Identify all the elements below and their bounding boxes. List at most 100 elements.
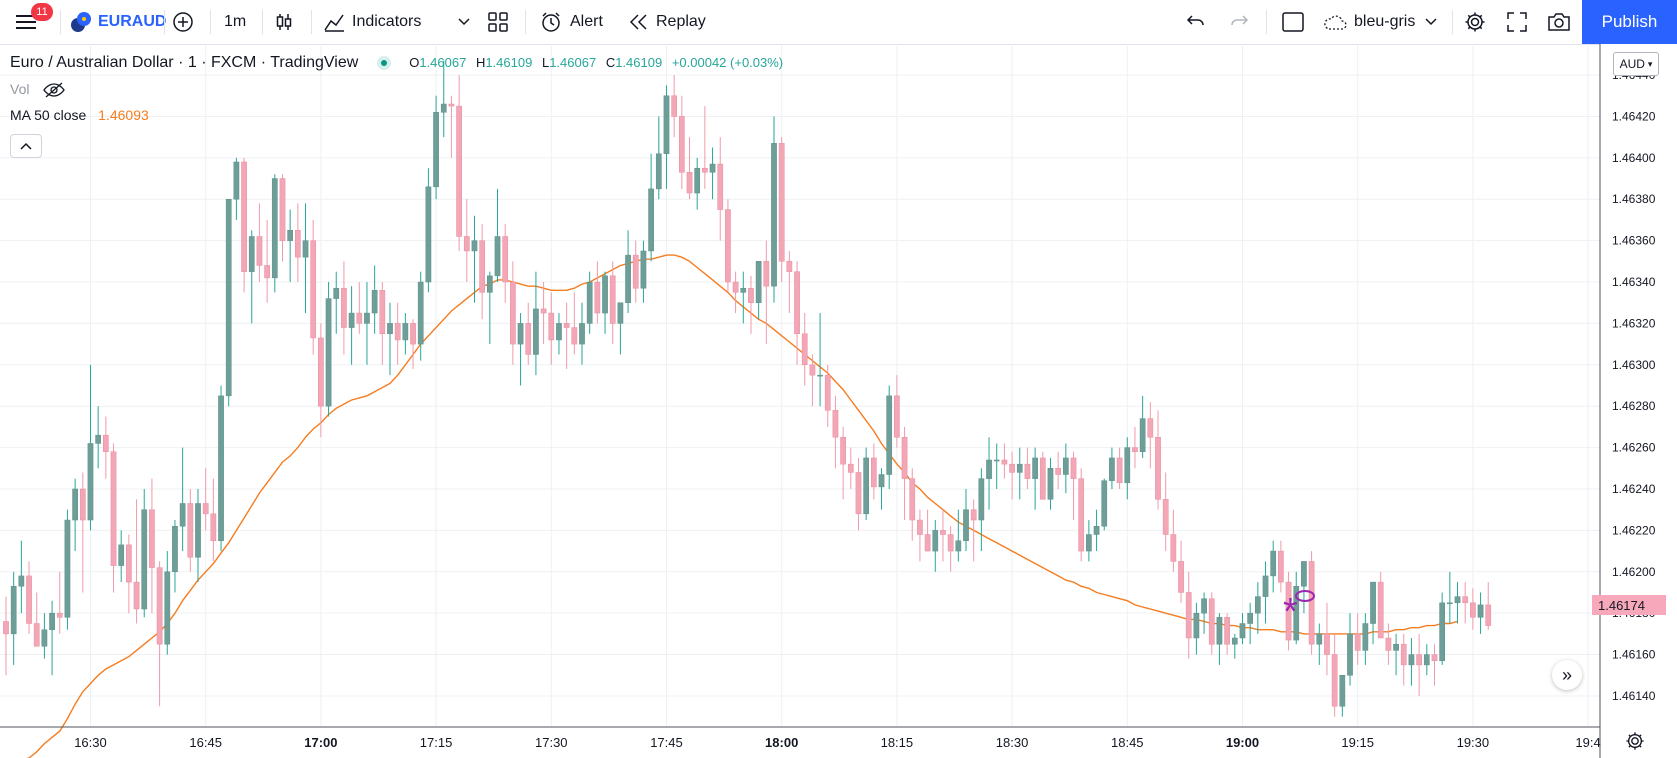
toolbar-divider (60, 10, 61, 34)
price-tick-label: 1.46420 (1612, 109, 1656, 123)
menu-button[interactable] (16, 0, 38, 44)
candle-body (502, 236, 509, 283)
chevron-down-icon (458, 18, 470, 26)
candle-body (1416, 654, 1422, 666)
fullscreen-button[interactable] (1507, 0, 1527, 44)
redo-icon (1231, 15, 1249, 26)
candle-body (271, 178, 278, 279)
currency-select[interactable]: AUD ▾ (1613, 52, 1659, 76)
axis-settings-button[interactable] (1625, 731, 1645, 757)
candle-body (763, 261, 770, 287)
collapse-legend-button[interactable] (10, 134, 42, 158)
candle-body (548, 312, 555, 341)
ma-label[interactable]: MA 50 close (10, 107, 87, 123)
candle-body (149, 509, 155, 568)
candle-up (402, 313, 409, 355)
candle-body (72, 488, 78, 521)
interval-button[interactable]: 1m (224, 13, 247, 30)
candle-up (1231, 633, 1238, 659)
candle-body (49, 612, 55, 630)
replay-button[interactable]: Replay (628, 0, 706, 44)
candles-layer (3, 60, 1492, 717)
candle-body (863, 457, 870, 515)
indicators-button[interactable]: Indicators (322, 0, 421, 44)
candle-body (725, 209, 731, 283)
candle-body (1078, 478, 1085, 552)
candle-body (1093, 525, 1100, 535)
volume-legend: Vol (10, 81, 66, 98)
price-tick-label: 1.46320 (1612, 316, 1656, 330)
candle-body (671, 95, 678, 117)
publish-button[interactable]: Publish (1582, 0, 1677, 44)
templates-button[interactable] (488, 0, 508, 44)
candle-body (333, 287, 340, 299)
time-tick-label: 18:15 (881, 735, 914, 750)
candle-body (1109, 457, 1115, 481)
candle-down (748, 275, 754, 334)
candle-up (1047, 457, 1054, 510)
candle-body (179, 503, 186, 527)
layout-select-button[interactable] (1282, 0, 1304, 44)
ma50-line (26, 254, 1458, 758)
compare-symbol-button[interactable] (172, 0, 194, 44)
alert-button[interactable]: Alert (540, 0, 603, 44)
snapshot-button[interactable] (1547, 0, 1571, 44)
candle-down (264, 219, 270, 303)
price-tick-label: 1.46400 (1612, 151, 1656, 165)
candle-down (1155, 410, 1161, 510)
indicators-label: Indicators (352, 13, 422, 30)
candle-up (1193, 602, 1200, 655)
candle-body (18, 575, 25, 587)
candle-down (1147, 402, 1154, 469)
hidden-eye-icon[interactable] (43, 82, 66, 98)
candle-down (33, 592, 40, 647)
chart-type-button[interactable] (273, 0, 295, 44)
candle-up (1032, 447, 1038, 510)
candle-down (947, 526, 954, 572)
symbol-description[interactable]: Euro / Australian Dollar · 1 · FXCM · Tr… (10, 54, 359, 71)
undo-button[interactable] (1186, 0, 1206, 44)
candle-body (79, 488, 86, 521)
layout-name-button[interactable]: bleu-gris (1322, 0, 1437, 44)
candle-down (778, 137, 785, 283)
candle-body (1039, 457, 1046, 500)
candle-down (294, 203, 301, 283)
candle-up (141, 488, 148, 618)
toolbar-divider (1452, 10, 1453, 34)
candle-body (694, 167, 701, 194)
candle-body (1147, 418, 1154, 438)
candle-down (26, 561, 32, 634)
candle-body (809, 364, 816, 376)
symbol-search-button[interactable]: EURAUD (70, 0, 166, 44)
candle-up (978, 468, 985, 552)
candle-body (655, 153, 662, 190)
candle-down (102, 416, 109, 479)
candle-up (18, 540, 25, 614)
candle-up (817, 313, 823, 407)
replay-label: Replay (656, 13, 706, 30)
candle-up (72, 478, 78, 552)
candle-down (1470, 588, 1476, 630)
indicators-dropdown[interactable] (458, 0, 470, 44)
candle-body (909, 478, 916, 521)
candle-body (1400, 643, 1407, 666)
candle-down (847, 447, 854, 489)
candle-body (1055, 468, 1062, 475)
price-chart[interactable]: 1.464401.464201.464001.463801.463601.463… (0, 44, 1677, 758)
candle-body (1239, 623, 1246, 639)
candle-body (248, 236, 255, 272)
candle-body (471, 240, 478, 252)
candle-body (1324, 633, 1330, 655)
redo-button[interactable] (1229, 0, 1249, 44)
settings-button[interactable] (1464, 0, 1486, 44)
candle-body (678, 116, 685, 173)
candle-body (709, 163, 716, 173)
candle-down (3, 596, 9, 676)
time-tick-label: 16:30 (74, 735, 107, 750)
time-tick-label: 17:00 (304, 735, 337, 750)
candle-down (1078, 468, 1085, 562)
time-tick-label: 19:15 (1341, 735, 1374, 750)
candle-body (556, 323, 562, 341)
scroll-to-realtime-button[interactable]: » (1552, 660, 1582, 690)
high-value: 1.46109 (485, 55, 533, 70)
